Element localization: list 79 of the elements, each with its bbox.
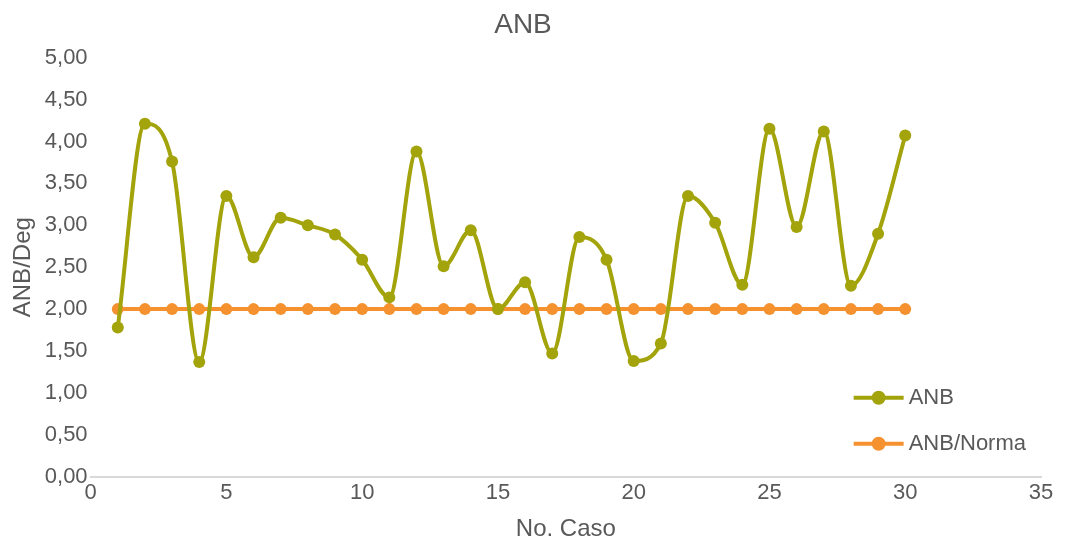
y-tick-label: 3,00: [44, 211, 88, 237]
point: [844, 303, 857, 316]
y-axis-title: ANB/Deg: [8, 217, 36, 318]
point: [410, 303, 423, 316]
point: [546, 303, 559, 316]
point: [573, 303, 586, 316]
point: [872, 303, 885, 316]
y-tick-label: 0,50: [44, 420, 88, 446]
x-tick-label: 10: [349, 479, 375, 505]
point: [193, 303, 206, 316]
legend-label: ANB/Norma: [908, 429, 1027, 455]
point: [627, 355, 640, 368]
point: [410, 145, 423, 158]
x-tick-label: 35: [1028, 479, 1054, 505]
point: [763, 122, 776, 135]
point: [899, 129, 912, 142]
point: [790, 303, 803, 316]
y-tick-label: 2,50: [44, 253, 88, 279]
point: [763, 303, 776, 316]
point: [274, 211, 287, 224]
point: [383, 291, 396, 304]
point: [709, 216, 722, 229]
point: [383, 303, 396, 316]
y-tick-label: 5,00: [44, 43, 88, 69]
point: [519, 276, 532, 289]
y-tick-label: 4,00: [44, 127, 88, 153]
legend-label: ANB: [908, 383, 954, 409]
point: [329, 228, 341, 241]
point: [519, 303, 532, 316]
point: [274, 303, 287, 316]
point: [817, 303, 830, 316]
point: [111, 321, 124, 334]
point: [193, 355, 206, 368]
y-tick-label: 1,50: [44, 337, 88, 363]
y-tick-label: 4,50: [44, 85, 88, 111]
point: [600, 253, 613, 266]
x-axis-title: No. Caso: [515, 514, 616, 542]
point: [166, 303, 179, 316]
point: [736, 278, 749, 291]
x-tick-label: 15: [485, 479, 511, 505]
point: [356, 303, 369, 316]
point: [654, 303, 667, 316]
point: [899, 303, 912, 316]
point: [138, 303, 151, 316]
point: [736, 303, 749, 316]
point: [437, 303, 450, 316]
point: [166, 155, 179, 168]
point: [682, 189, 694, 202]
point: [301, 219, 314, 232]
point: [844, 279, 857, 292]
point: [872, 227, 885, 240]
x-tick-label: 30: [892, 479, 918, 505]
chart-title: ANB: [494, 7, 552, 39]
point: [329, 303, 341, 316]
point: [600, 303, 613, 316]
point: [654, 337, 667, 350]
point: [546, 347, 559, 360]
x-tick-label: 20: [621, 479, 646, 505]
point: [817, 125, 830, 138]
point: [247, 303, 260, 316]
point: [682, 303, 694, 316]
x-tick-label: 25: [757, 479, 782, 505]
point: [790, 220, 803, 233]
point: [356, 253, 369, 266]
point: [573, 231, 586, 244]
point: [464, 224, 477, 237]
y-tick-label: 3,50: [44, 169, 88, 195]
point: [247, 251, 260, 264]
point: [437, 260, 450, 273]
point: [627, 303, 640, 316]
y-tick-label: 1,00: [44, 379, 88, 405]
point: [301, 303, 314, 316]
point: [220, 303, 233, 316]
point: [138, 117, 151, 130]
y-tick-label: 2,00: [44, 295, 88, 321]
x-tick-label: 5: [220, 479, 233, 505]
point: [464, 303, 477, 316]
point: [709, 303, 722, 316]
point: [220, 189, 233, 202]
